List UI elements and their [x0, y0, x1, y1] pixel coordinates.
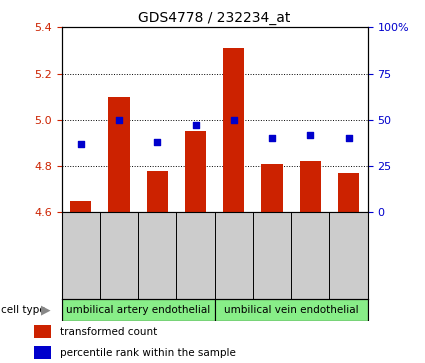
Bar	[147, 171, 168, 212]
Title: GDS4778 / 232234_at: GDS4778 / 232234_at	[139, 11, 291, 25]
Bar	[215, 299, 368, 321]
Bar	[185, 131, 206, 212]
Bar	[261, 164, 283, 212]
Point	[77, 141, 84, 147]
Bar	[34, 346, 51, 359]
Bar	[338, 173, 359, 212]
Point	[192, 122, 199, 128]
Text: percentile rank within the sample: percentile rank within the sample	[60, 347, 235, 358]
Bar	[62, 299, 215, 321]
Point	[307, 132, 314, 138]
Bar	[108, 97, 130, 212]
Point	[116, 117, 122, 123]
Bar	[34, 325, 51, 338]
Point	[230, 117, 237, 123]
Bar	[70, 201, 91, 212]
Bar	[300, 162, 321, 212]
Text: cell type: cell type	[1, 305, 45, 315]
Point	[345, 135, 352, 141]
Text: ▶: ▶	[41, 304, 51, 317]
Text: transformed count: transformed count	[60, 327, 157, 337]
Point	[269, 135, 275, 141]
Text: umbilical artery endothelial: umbilical artery endothelial	[66, 305, 210, 315]
Text: umbilical vein endothelial: umbilical vein endothelial	[224, 305, 358, 315]
Bar	[223, 48, 244, 212]
Point	[154, 139, 161, 145]
